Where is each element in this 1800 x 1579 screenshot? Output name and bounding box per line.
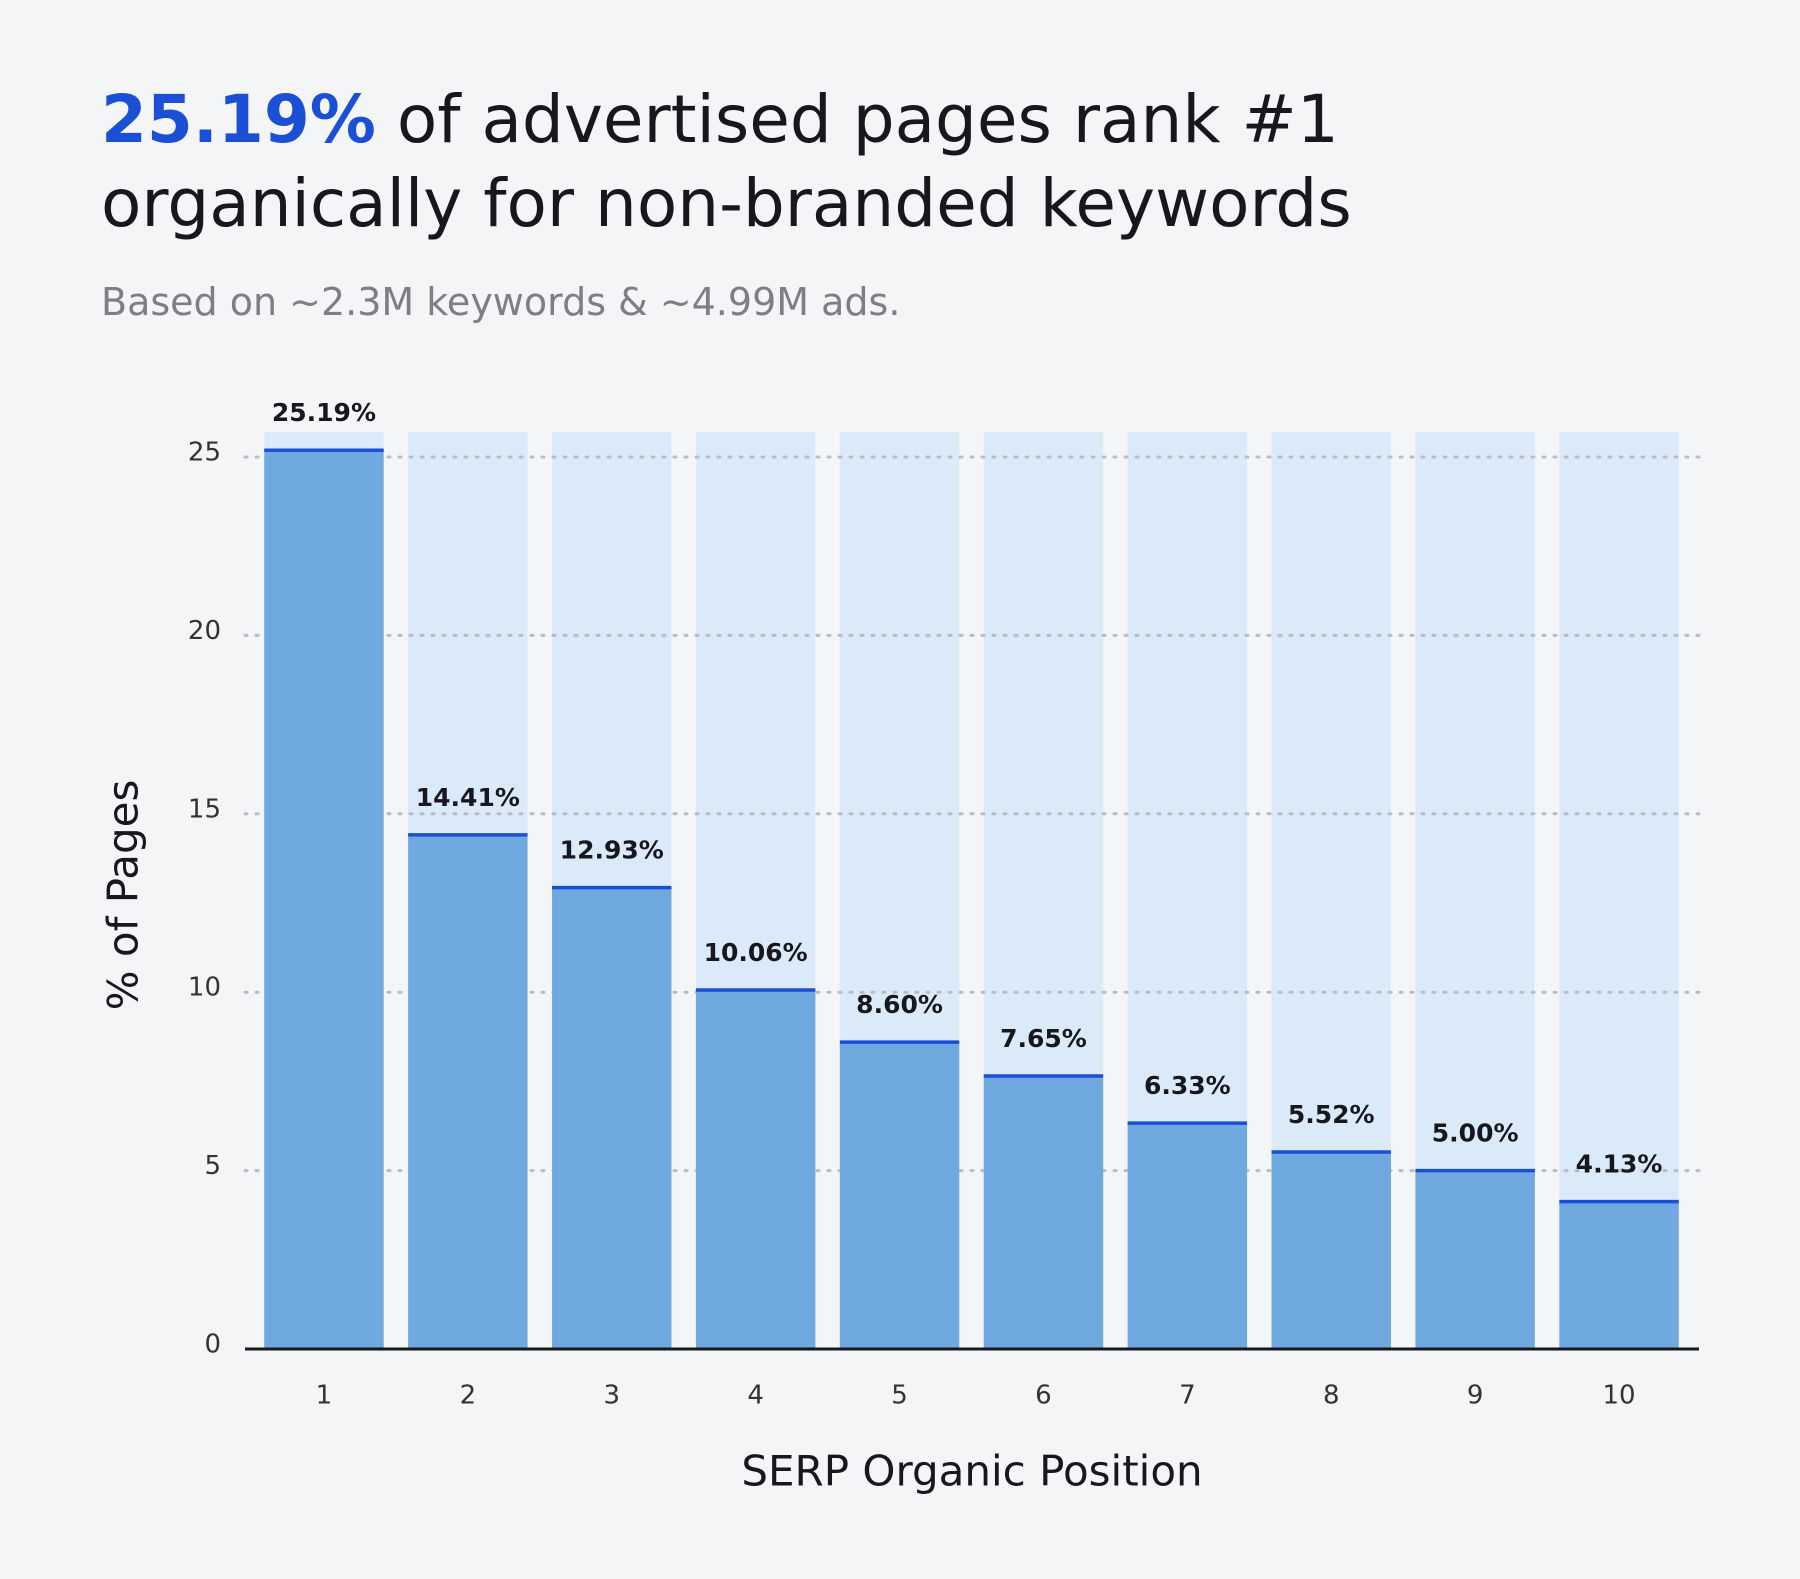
value-label: 7.65% (1000, 1024, 1087, 1053)
y-tick-label: 5 (204, 1151, 221, 1181)
bar (408, 834, 528, 1349)
x-tick-label: 1 (316, 1381, 333, 1411)
x-tick-label: 8 (1323, 1381, 1340, 1411)
x-tick-label: 9 (1467, 1381, 1484, 1411)
chart-title: 25.19% of advertised pages rank #1 organ… (101, 78, 1501, 246)
title-highlight: 25.19% (101, 81, 376, 158)
bar (983, 1076, 1104, 1349)
bar (695, 990, 816, 1349)
bar (1559, 1201, 1679, 1349)
value-label: 5.00% (1432, 1119, 1519, 1148)
bar-track (1559, 432, 1679, 1349)
x-tick-label: 4 (747, 1381, 764, 1411)
x-axis-title: SERP Organic Position (741, 1447, 1202, 1496)
bar (552, 887, 672, 1349)
x-tick-label: 10 (1603, 1381, 1636, 1411)
value-label: 4.13% (1576, 1150, 1663, 1179)
bar (264, 450, 384, 1349)
value-label: 8.60% (856, 990, 943, 1019)
bar (1271, 1152, 1391, 1349)
value-label: 12.93% (560, 836, 664, 865)
x-tick-label: 7 (1179, 1381, 1196, 1411)
x-tick-label: 6 (1035, 1381, 1052, 1411)
value-label: 25.19% (272, 398, 376, 427)
y-axis-title: % of Pages (99, 780, 148, 1011)
value-label: 5.52% (1288, 1100, 1375, 1129)
value-label: 6.33% (1144, 1071, 1231, 1100)
subtitle: Based on ~2.3M keywords & ~4.99M ads. (101, 280, 901, 324)
y-tick-label: 0 (204, 1330, 221, 1360)
x-tick-label: 5 (891, 1381, 908, 1411)
bar (1127, 1123, 1248, 1349)
bar (839, 1042, 960, 1349)
y-tick-label: 15 (188, 794, 221, 824)
x-tick-label: 3 (603, 1381, 620, 1411)
y-tick-label: 20 (188, 616, 221, 646)
x-tick-label: 2 (460, 1381, 477, 1411)
title-text: of advertised pages rank #1 organically … (101, 81, 1352, 242)
y-tick-label: 10 (188, 973, 221, 1003)
y-tick-label: 25 (188, 437, 221, 467)
value-label: 10.06% (704, 938, 808, 967)
bar (1415, 1170, 1535, 1349)
value-label: 14.41% (416, 783, 520, 812)
